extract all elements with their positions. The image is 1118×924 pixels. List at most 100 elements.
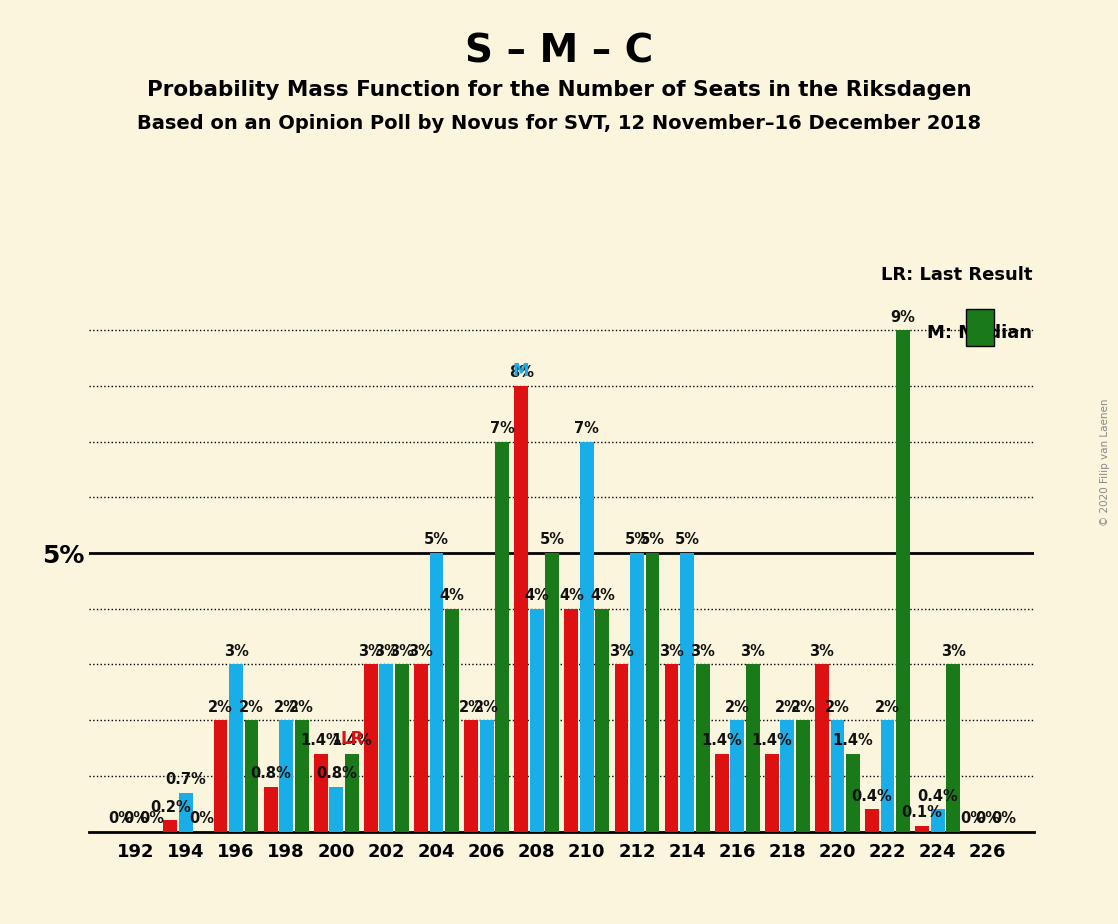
Bar: [897, 330, 910, 832]
Bar: [765, 754, 778, 832]
Text: 1.4%: 1.4%: [701, 733, 742, 748]
Bar: [345, 754, 359, 832]
Text: 1.4%: 1.4%: [301, 733, 341, 748]
Bar: [514, 386, 528, 832]
Text: © 2020 Filip van Laenen: © 2020 Filip van Laenen: [1100, 398, 1109, 526]
Text: 8%: 8%: [509, 365, 533, 381]
Text: 0%: 0%: [959, 811, 985, 826]
Bar: [580, 442, 594, 832]
Bar: [480, 720, 493, 832]
Text: 0.7%: 0.7%: [165, 772, 207, 787]
Bar: [780, 720, 794, 832]
Bar: [429, 553, 444, 832]
Bar: [214, 720, 227, 832]
Bar: [295, 720, 309, 832]
Bar: [796, 720, 809, 832]
Text: 5%: 5%: [674, 532, 700, 547]
Text: 3%: 3%: [373, 644, 399, 659]
Text: 0%: 0%: [139, 811, 164, 826]
Text: 0.4%: 0.4%: [852, 789, 892, 804]
Text: M: M: [513, 362, 530, 381]
Text: 0.4%: 0.4%: [917, 789, 958, 804]
Bar: [846, 754, 860, 832]
Text: 0%: 0%: [123, 811, 149, 826]
Bar: [565, 609, 578, 832]
Bar: [530, 609, 543, 832]
Bar: [645, 553, 660, 832]
Bar: [495, 442, 509, 832]
Bar: [179, 793, 192, 832]
Text: 7%: 7%: [490, 421, 514, 436]
Text: 4%: 4%: [524, 589, 549, 603]
Bar: [163, 821, 178, 832]
Text: 0.8%: 0.8%: [315, 767, 357, 782]
Text: 5%: 5%: [540, 532, 565, 547]
Text: S – M – C: S – M – C: [465, 32, 653, 70]
Text: 5%: 5%: [639, 532, 665, 547]
Bar: [395, 664, 409, 832]
Text: 3%: 3%: [408, 644, 434, 659]
Bar: [831, 720, 844, 832]
Text: M: Median: M: Median: [927, 323, 1032, 342]
Text: 2%: 2%: [290, 699, 314, 714]
Text: 3%: 3%: [389, 644, 415, 659]
Text: 3%: 3%: [809, 644, 834, 659]
Text: 4%: 4%: [559, 589, 584, 603]
Text: 3%: 3%: [940, 644, 966, 659]
Text: 2%: 2%: [458, 699, 483, 714]
Bar: [865, 809, 879, 832]
Bar: [815, 664, 828, 832]
Bar: [364, 664, 378, 832]
Text: 0%: 0%: [975, 811, 1001, 826]
Text: 2%: 2%: [239, 699, 264, 714]
Bar: [881, 720, 894, 832]
FancyBboxPatch shape: [966, 309, 995, 346]
Text: 2%: 2%: [825, 699, 850, 714]
Bar: [615, 664, 628, 832]
Text: 1.4%: 1.4%: [751, 733, 793, 748]
Text: 4%: 4%: [439, 589, 464, 603]
Bar: [280, 720, 293, 832]
Text: 0.1%: 0.1%: [902, 806, 942, 821]
Text: 2%: 2%: [875, 699, 900, 714]
Bar: [730, 720, 745, 832]
Bar: [264, 787, 277, 832]
Text: Probability Mass Function for the Number of Seats in the Riksdagen: Probability Mass Function for the Number…: [146, 80, 972, 101]
Bar: [464, 720, 479, 832]
Text: 1.4%: 1.4%: [331, 733, 372, 748]
Text: 0.8%: 0.8%: [250, 767, 291, 782]
Bar: [946, 664, 960, 832]
Text: 5%: 5%: [625, 532, 650, 547]
Bar: [229, 664, 243, 832]
Text: 1.4%: 1.4%: [833, 733, 873, 748]
Text: 3%: 3%: [690, 644, 716, 659]
Text: 2%: 2%: [474, 699, 499, 714]
Text: LR: LR: [340, 730, 363, 748]
Text: 4%: 4%: [590, 589, 615, 603]
Text: 3%: 3%: [609, 644, 634, 659]
Text: 3%: 3%: [224, 644, 248, 659]
Text: 2%: 2%: [790, 699, 815, 714]
Bar: [596, 609, 609, 832]
Bar: [414, 664, 428, 832]
Text: 3%: 3%: [740, 644, 765, 659]
Text: 3%: 3%: [359, 644, 383, 659]
Bar: [330, 787, 343, 832]
Bar: [546, 553, 559, 832]
Bar: [916, 826, 929, 832]
Text: 7%: 7%: [575, 421, 599, 436]
Bar: [931, 809, 945, 832]
Text: 2%: 2%: [724, 699, 750, 714]
Bar: [695, 664, 710, 832]
Bar: [746, 664, 759, 832]
Text: 2%: 2%: [274, 699, 299, 714]
Text: 2%: 2%: [208, 699, 233, 714]
Bar: [714, 754, 729, 832]
Text: 5%: 5%: [424, 532, 449, 547]
Bar: [245, 720, 258, 832]
Bar: [445, 609, 458, 832]
Bar: [314, 754, 328, 832]
Text: LR: Last Result: LR: Last Result: [881, 266, 1032, 285]
Text: 0%: 0%: [107, 811, 133, 826]
Text: 0%: 0%: [991, 811, 1016, 826]
